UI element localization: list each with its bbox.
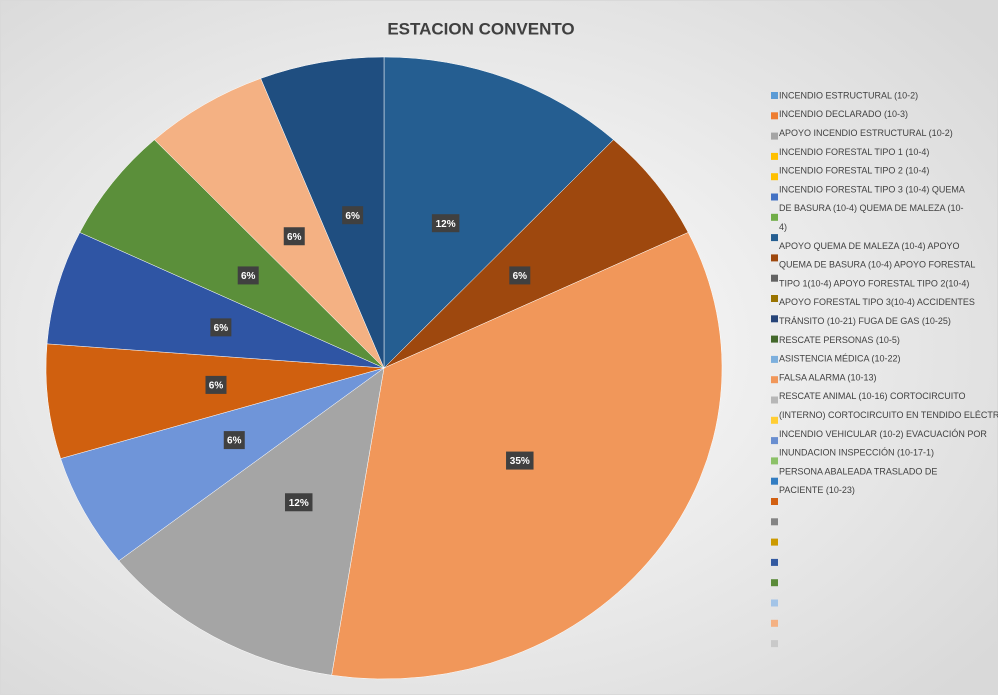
legend-text: INUNDACION INSPECCIÓN (10-17-1) <box>779 448 934 458</box>
legend-marker <box>771 416 778 424</box>
legend-text: RESCATE ANIMAL (10-16) CORTOCIRCUITO <box>779 391 966 401</box>
data-label-box <box>431 214 460 233</box>
data-label-box <box>342 206 364 225</box>
legend-marker <box>771 437 778 445</box>
chart-title: ESTACION CONVENTO <box>387 19 574 38</box>
pie-slice <box>383 56 614 369</box>
pie-slice <box>46 232 385 369</box>
legend-marker <box>771 295 778 302</box>
data-label-box <box>283 227 305 246</box>
legend-text: INCENDIO FORESTAL TIPO 3 (10-4) QUEMA <box>779 184 965 194</box>
data-label-box <box>210 318 232 337</box>
legend-marker <box>771 538 778 546</box>
pie-slice <box>60 367 385 562</box>
legend-marker <box>771 152 778 160</box>
legend-marker <box>771 599 778 607</box>
legend-text: ASISTENCIA MÉDICA (10-22) <box>779 354 901 364</box>
legend-text: APOYO FORESTAL TIPO 3(10-4) ACCIDENTES <box>779 297 975 307</box>
data-label: 6% <box>513 271 528 282</box>
legend-text: INCENDIO FORESTAL TIPO 2 (10-4) <box>779 166 929 176</box>
legend-text: TRÁNSITO (10-21) FUGA DE GAS (10-25) <box>779 316 951 326</box>
legend-text: RESCATE PERSONAS (10-5) <box>779 335 900 345</box>
legend-marker <box>771 558 778 566</box>
data-label-box <box>284 493 313 512</box>
legend-marker <box>771 477 778 485</box>
legend-marker <box>771 619 778 627</box>
legend-marker <box>771 132 778 140</box>
legend-marker <box>771 579 778 587</box>
legend-text: (INTERNO) CORTOCIRCUITO EN TENDIDO ELÉCT… <box>779 410 998 420</box>
legend-marker <box>771 518 778 526</box>
legend-marker <box>771 193 778 201</box>
legend-text: PACIENTE (10-23) <box>779 485 855 495</box>
legend-marker <box>771 335 778 343</box>
legend-text: 4) <box>779 222 787 232</box>
data-label: 6% <box>214 323 229 334</box>
legend-marker <box>771 498 778 505</box>
legend-marker <box>771 315 778 323</box>
legend-marker <box>771 396 778 404</box>
data-label: 12% <box>436 219 456 230</box>
pie-slice <box>154 78 385 369</box>
legend-text: FALSA ALARMA (10-13) <box>779 372 877 382</box>
data-label-box <box>509 266 531 285</box>
pie-slice <box>383 139 689 369</box>
legend-text: INCENDIO FORESTAL TIPO 1 (10-4) <box>779 147 929 157</box>
data-label-box <box>506 451 534 470</box>
legend-text: DE BASURA (10-4) QUEMA DE MALEZA (10- <box>779 203 964 213</box>
legend-text: TIPO 1(10-4) APOYO FORESTAL TIPO 2(10-4) <box>779 278 969 288</box>
data-label-box <box>223 431 245 450</box>
legend-marker <box>771 376 778 384</box>
data-label-box <box>237 266 259 285</box>
legend-text: APOYO QUEMA DE MALEZA (10-4) APOYO <box>779 241 960 251</box>
legend-marker <box>771 92 778 99</box>
legend-marker <box>771 112 778 120</box>
legend-marker <box>771 234 778 242</box>
legend-marker <box>771 355 778 363</box>
legend-marker <box>771 457 778 465</box>
pie-slice <box>260 56 385 369</box>
data-label: 6% <box>241 271 256 282</box>
data-label-box <box>205 375 227 394</box>
pie-slice <box>118 367 385 676</box>
legend-text: APOYO INCENDIO ESTRUCTURAL (10-2) <box>779 128 953 138</box>
legend-text: QUEMA DE BASURA (10-4) APOYO FORESTAL <box>779 260 975 270</box>
pie-slice <box>45 343 385 459</box>
data-label: 6% <box>209 381 224 392</box>
legend-text: PERSONA ABALEADA TRASLADO DE <box>779 466 937 476</box>
legend-text: INCENDIO ESTRUCTURAL (10-2) <box>779 90 918 100</box>
data-label: 12% <box>289 498 309 509</box>
data-label: 6% <box>227 436 242 447</box>
legend-marker <box>771 173 778 181</box>
data-label: 35% <box>510 456 530 467</box>
data-label: 6% <box>287 232 302 243</box>
legend-marker <box>771 640 778 648</box>
legend-marker <box>771 254 778 262</box>
legend-text: INCENDIO DECLARADO (10-3) <box>779 109 908 119</box>
pie-slice <box>79 139 385 369</box>
legend-marker <box>771 274 778 282</box>
legend-marker <box>771 213 778 221</box>
data-label: 6% <box>345 211 360 222</box>
legend-text: INCENDIO VEHICULAR (10-2) EVACUACIÓN POR <box>779 429 987 439</box>
